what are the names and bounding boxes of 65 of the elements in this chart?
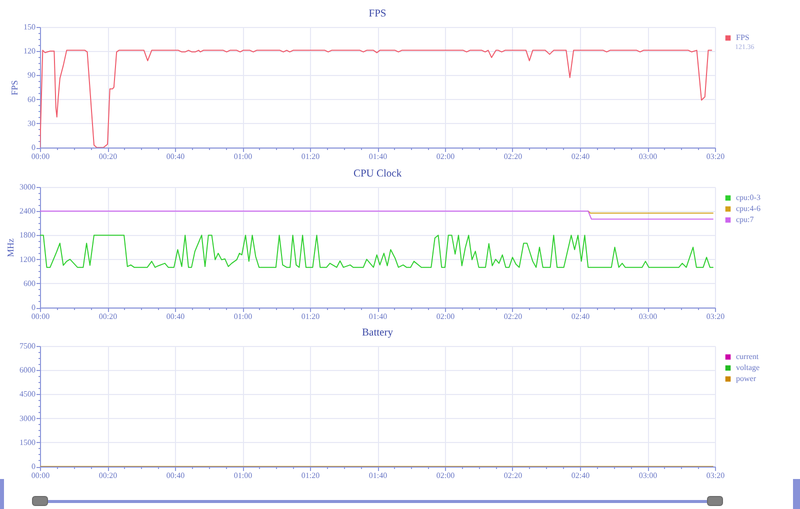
y-axis-title: FPS — [10, 80, 20, 96]
x-tick-label: 03:20 — [706, 471, 725, 480]
line-series — [40, 50, 712, 148]
x-tick-label: 03:20 — [706, 312, 725, 321]
x-tick-label: 01:00 — [234, 312, 252, 321]
x-tick-label: 02:40 — [571, 312, 590, 321]
y-tick-label: 1200 — [20, 254, 36, 264]
x-tick-label: 02:20 — [504, 312, 522, 321]
x-tick-label: 00:20 — [98, 152, 118, 161]
y-tick-label: 1500 — [20, 438, 36, 448]
y-tick-label: 4500 — [20, 390, 36, 400]
x-tick-label: 01:20 — [301, 471, 320, 480]
x-tick-label: 01:00 — [234, 152, 252, 161]
x-tick-label: 03:00 — [638, 312, 658, 321]
line-series — [40, 234, 714, 268]
x-tick-label: 00:40 — [166, 471, 185, 480]
x-tick-label: 02:40 — [571, 152, 590, 161]
chart-title: FPS — [368, 8, 386, 20]
y-tick-label: 600 — [24, 278, 36, 288]
x-tick-label: 01:20 — [301, 312, 320, 321]
y-tick-label: 150 — [24, 22, 36, 32]
x-tick-label: 02:00 — [436, 471, 455, 480]
y-tick-label: 6000 — [20, 366, 36, 375]
legend-label: cpu:4-6 — [736, 204, 760, 213]
x-tick-label: 01:40 — [368, 152, 388, 161]
legend-label: power — [736, 374, 756, 384]
x-tick-label: 03:20 — [706, 152, 725, 161]
x-tick-label: 03:00 — [638, 471, 658, 480]
x-tick-label: 01:40 — [368, 312, 388, 321]
y-axis-title: MHz — [6, 238, 16, 257]
x-tick-label: 00:40 — [166, 312, 185, 321]
x-tick-label: 01:00 — [234, 471, 252, 480]
legend-label: cpu:7 — [736, 214, 754, 224]
y-tick-label: 0 — [32, 462, 36, 472]
y-tick-label: 0 — [32, 302, 36, 312]
y-tick-label: 30 — [28, 118, 36, 128]
y-tick-label: 0 — [32, 143, 36, 152]
x-tick-label: 03:00 — [638, 152, 658, 161]
x-tick-label: 02:40 — [571, 471, 590, 480]
x-tick-label: 01:40 — [368, 471, 388, 480]
y-tick-label: 90 — [28, 70, 36, 80]
legend-label: current — [736, 352, 760, 362]
y-tick-label: 7500 — [20, 342, 36, 351]
y-tick-label: 2400 — [20, 206, 36, 216]
x-tick-label: 00:20 — [98, 312, 118, 321]
chart-title: Battery — [362, 328, 394, 339]
y-tick-label: 60 — [28, 94, 36, 104]
y-tick-label: 1800 — [20, 230, 36, 240]
y-tick-label: 120 — [24, 46, 36, 56]
y-tick-label: 3000 — [20, 414, 36, 424]
legend-label: cpu:0-3 — [736, 192, 760, 202]
x-tick-label: 02:20 — [504, 471, 522, 480]
legend-label: FPS — [736, 33, 750, 42]
x-tick-label: 02:20 — [504, 152, 522, 161]
legend-label: voltage — [736, 363, 760, 372]
x-tick-label: 00:20 — [98, 471, 118, 480]
x-tick-label: 01:20 — [301, 152, 320, 161]
x-tick-label: 00:00 — [31, 471, 50, 480]
x-tick-label: 00:40 — [166, 152, 185, 161]
chart-title: CPU Clock — [353, 168, 402, 180]
x-tick-label: 02:00 — [436, 312, 455, 321]
x-tick-label: 00:00 — [31, 152, 50, 161]
y-tick-label: 3000 — [20, 182, 36, 192]
x-tick-label: 02:00 — [436, 152, 455, 161]
x-tick-label: 00:00 — [31, 312, 50, 321]
